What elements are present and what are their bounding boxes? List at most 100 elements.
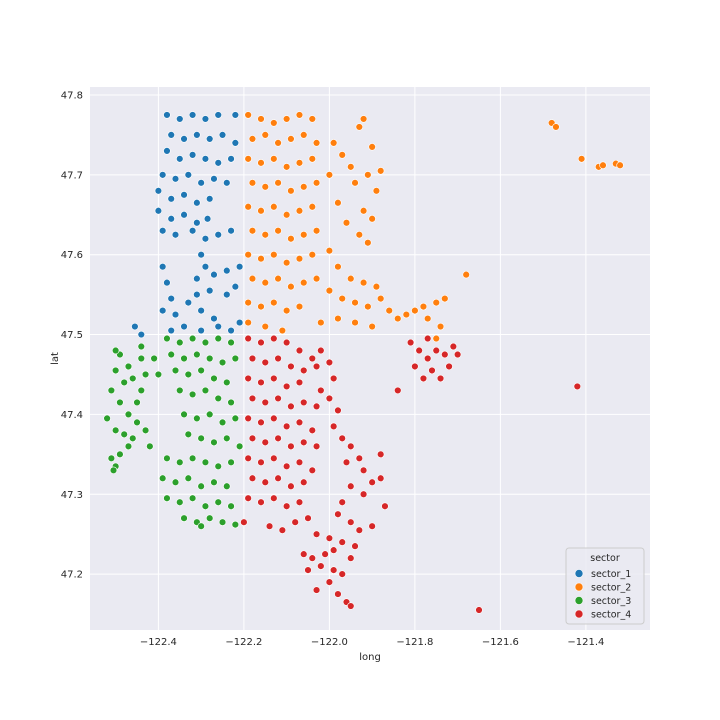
sector_3-point: [141, 426, 150, 435]
sector_1-point: [167, 294, 175, 303]
sector_2-point: [599, 161, 607, 169]
sector_3-point: [176, 386, 184, 395]
sector_2-point: [257, 254, 265, 263]
sector_2-point: [432, 298, 440, 307]
sector_3-point: [197, 434, 205, 443]
sector_1-point: [171, 231, 180, 239]
sector_3-point: [184, 370, 193, 379]
sector_3-point: [218, 518, 227, 526]
sector_4-point: [287, 442, 295, 451]
sector_2-point: [261, 278, 269, 287]
sector_2-point: [462, 270, 470, 279]
sector_4-point: [338, 570, 346, 578]
sector_3-point: [116, 398, 124, 407]
sector_4-point: [257, 418, 265, 427]
sector_3-point: [227, 502, 235, 510]
sector_1-point: [163, 147, 171, 155]
legend-label-sector_2: sector_2: [591, 583, 631, 594]
sector_3-point: [231, 354, 240, 363]
sector_4-point: [347, 554, 355, 562]
sector_1-point: [197, 306, 205, 315]
sector_2-point: [244, 250, 252, 259]
sector_3-point: [188, 454, 197, 463]
legend-box: [565, 547, 645, 625]
sector_3-point: [205, 514, 214, 522]
sector_4-point: [265, 522, 274, 530]
sector_2-point: [244, 203, 252, 211]
sector_1-point: [214, 231, 222, 239]
sector_3-point: [107, 386, 116, 395]
legend-label-sector_3: sector_3: [591, 596, 631, 607]
sector_1-point: [184, 171, 193, 179]
sector_3-point: [218, 358, 227, 367]
sector_2-point: [257, 302, 265, 311]
sector_4-point: [308, 466, 316, 474]
sector_1-point: [167, 195, 175, 203]
sector_1-point: [201, 155, 210, 163]
sector_4-point: [355, 454, 364, 463]
sector_3-point: [107, 454, 116, 463]
sector_4-point: [300, 550, 308, 558]
sector_4-point: [411, 362, 419, 371]
y-tick-label: 47.2: [61, 570, 83, 581]
x-tick-label: −121.8: [396, 637, 433, 648]
sector_4-point: [300, 478, 308, 486]
sector_1-point: [176, 115, 184, 123]
sector_1-point: [176, 155, 184, 163]
sector_1-point: [223, 266, 231, 275]
sector_2-point: [257, 159, 265, 167]
sector_1-point: [205, 286, 214, 295]
sector_2-point: [300, 131, 308, 139]
sector_2-point: [257, 207, 265, 215]
sector_3-point: [111, 426, 120, 435]
sector_4-point: [325, 578, 334, 586]
data-points: [103, 111, 624, 614]
sector_1-point: [158, 227, 167, 235]
sector_2-point: [295, 302, 304, 311]
sector_2-point: [368, 215, 376, 223]
sector_4-point: [338, 498, 346, 506]
sector_3-point: [184, 474, 193, 482]
sector_2-point: [274, 179, 282, 187]
sector_4-point: [287, 482, 295, 490]
sector_3-point: [180, 514, 188, 522]
sector_3-point: [193, 350, 201, 359]
sector_3-point: [197, 366, 205, 375]
sector_1-point: [205, 135, 214, 143]
sector_4-point: [347, 442, 355, 451]
sector_1-point: [188, 227, 197, 235]
sector_2-point: [402, 310, 411, 319]
plot-area: [90, 87, 650, 630]
sector_3-point: [214, 462, 222, 471]
sector_3-point: [120, 378, 128, 387]
sector_3-point: [227, 398, 235, 407]
sector_2-point: [300, 231, 308, 239]
sector_1-point: [197, 250, 205, 259]
sector_4-point: [334, 590, 342, 598]
sector_2-point: [282, 258, 291, 267]
sector_2-point: [372, 282, 381, 291]
sector_2-point: [287, 282, 295, 291]
sector_4-point: [338, 434, 346, 443]
sector_4-point: [274, 394, 282, 403]
sector_4-point: [240, 518, 248, 526]
sector_1-point: [193, 131, 201, 139]
sector_2-point: [411, 306, 419, 315]
sector_4-point: [295, 378, 304, 387]
sector_2-point: [257, 115, 265, 123]
sector_4-point: [308, 354, 316, 363]
sector_3-point: [133, 418, 141, 427]
sector_2-point: [282, 211, 291, 219]
sector_2-point: [248, 135, 257, 143]
sector_4-point: [351, 542, 359, 550]
sector_3-point: [109, 466, 118, 474]
legend-label-sector_1: sector_1: [591, 569, 631, 580]
sector_4-point: [394, 386, 402, 395]
sector_1-point: [203, 215, 212, 223]
sector_3-point: [111, 346, 120, 355]
sector_4-point: [287, 362, 295, 371]
sector_2-point: [300, 183, 308, 191]
sector_4-point: [424, 334, 432, 343]
sector_2-point: [436, 322, 445, 331]
sector_2-point: [351, 318, 359, 327]
